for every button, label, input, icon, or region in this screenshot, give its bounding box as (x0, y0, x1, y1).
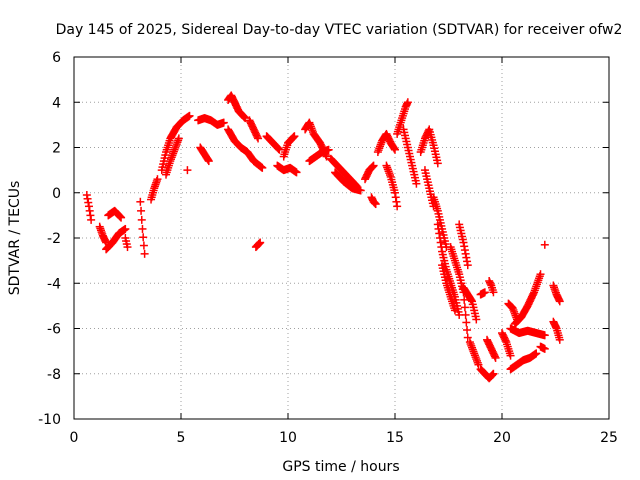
data-point (536, 270, 545, 279)
x-tick-label: 25 (600, 430, 618, 446)
data-point (324, 145, 333, 154)
data-point (403, 98, 412, 107)
data-point (489, 288, 498, 297)
data-point (412, 179, 421, 188)
chart-title: Day 145 of 2025, Sidereal Day-to-day VTE… (56, 22, 623, 38)
data-point (463, 333, 472, 342)
data-point (480, 288, 489, 297)
data-point (241, 114, 250, 123)
data-point (491, 353, 500, 362)
data-point (292, 168, 301, 177)
data-point (258, 163, 267, 172)
data-point (121, 224, 130, 233)
y-tick-label: 4 (52, 95, 61, 111)
data-point (460, 303, 469, 312)
data-point (174, 134, 183, 143)
y-tick-label: -10 (38, 412, 61, 428)
data-points (82, 91, 564, 383)
data-point (153, 175, 162, 184)
x-tick-label: 10 (279, 430, 297, 446)
data-point (391, 145, 399, 154)
data-point (463, 326, 472, 335)
data-point (204, 157, 213, 166)
y-tick-label: -6 (47, 322, 61, 338)
data-point (139, 241, 148, 250)
y-tick-label: 2 (52, 141, 61, 157)
data-point (540, 331, 549, 340)
data-point (472, 315, 481, 324)
data-point (450, 306, 459, 315)
data-point (555, 335, 564, 344)
data-point (433, 159, 442, 168)
x-axis: 0 5 10 15 20 25 (70, 57, 618, 446)
data-point (139, 233, 148, 242)
data-point (356, 186, 365, 195)
y-axis-label: SDTVAR / TECUs (7, 181, 23, 296)
data-point (138, 224, 147, 233)
data-point (219, 118, 228, 127)
data-point (461, 310, 470, 319)
data-point (371, 200, 380, 209)
data-point (117, 213, 126, 222)
data-point (393, 202, 402, 211)
data-point (462, 318, 471, 327)
data-point (137, 215, 146, 224)
x-tick-label: 0 (70, 430, 79, 446)
x-tick-label: 15 (386, 430, 404, 446)
y-tick-label: -2 (47, 231, 61, 247)
data-point (555, 297, 564, 306)
data-point (290, 132, 299, 141)
x-tick-label: 20 (493, 430, 511, 446)
data-point (87, 215, 96, 224)
y-tick-label: 0 (52, 186, 61, 202)
data-point (137, 206, 146, 215)
data-point (540, 240, 549, 249)
data-point (254, 134, 263, 143)
grid (74, 57, 609, 419)
x-axis-label: GPS time / hours (282, 459, 399, 475)
data-point (369, 161, 378, 170)
y-tick-label: -4 (47, 276, 61, 292)
y-tick-label: -8 (47, 367, 61, 383)
data-point (183, 166, 192, 175)
x-tick-label: 5 (177, 430, 186, 446)
data-point (474, 360, 483, 369)
data-point (185, 111, 194, 120)
y-axis: -10 -8 -6 -4 -2 0 2 4 6 (38, 50, 609, 428)
data-point (540, 344, 549, 353)
data-point (123, 243, 132, 252)
data-point (506, 351, 515, 360)
data-point (460, 295, 469, 304)
data-point (463, 261, 472, 270)
data-point (136, 197, 145, 206)
y-tick-label: 6 (52, 50, 61, 66)
data-point (256, 238, 265, 247)
data-point (489, 369, 498, 378)
data-point (140, 249, 149, 258)
data-point (532, 349, 541, 358)
